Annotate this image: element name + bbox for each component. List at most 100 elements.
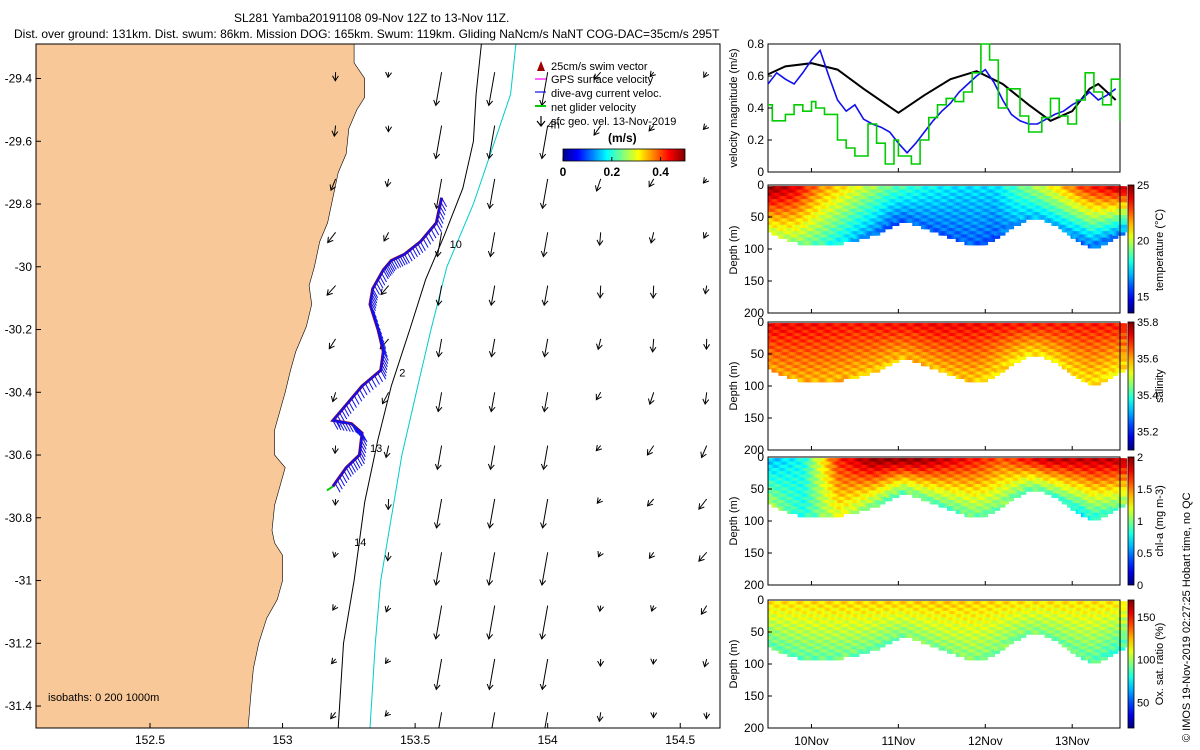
swim-vector-icon [537,61,545,71]
arrow-icon [700,605,708,616]
dac-vector [401,255,408,265]
section-cell [1000,227,1009,233]
colorbar-tick-label: 20 [1137,236,1149,248]
arrow-icon [648,125,655,132]
arrow-icon [384,178,392,188]
section-cell [835,240,844,246]
dac-vector [414,245,421,256]
section-cell [1119,208,1128,214]
temperature-cbar-label: temperature (°C) [1154,209,1166,291]
dac-vector [374,375,380,385]
arrow-icon [433,552,443,586]
arrow-icon [702,285,710,295]
legend-net: net glider velocity [535,102,636,114]
dac-vector [435,222,442,233]
section-cell [851,237,860,242]
arrow-icon [433,605,443,640]
legend-net-label: net glider velocity [551,102,636,114]
dac-vector [382,269,389,280]
arrow-icon [544,712,549,728]
section-cell [1119,205,1128,210]
isobath-1000 [369,44,517,728]
dac-vector [341,473,348,484]
dac-vector [370,296,377,306]
section-cell [1018,218,1027,223]
dac-vector [347,422,354,433]
arrow-icon [434,445,443,471]
arrow-icon [649,70,656,78]
dac-vector [358,454,365,465]
section-cell [872,368,881,373]
dac-vector [364,383,371,393]
dac-vector [348,401,355,411]
y-tick-label: -30.4 [5,385,33,399]
y-tick-label: 0.6 [747,69,764,83]
arrow-icon [487,232,496,258]
arrow-icon [435,392,443,413]
arrow-icon [435,285,443,307]
day-label: 2 [399,368,405,380]
velocity-line-green [768,43,1121,165]
dac-vector [393,259,399,269]
dac-vector [336,479,343,490]
arrow-icon [488,338,496,358]
arrow-icon [649,338,657,353]
x-tick-label: 154.5 [665,733,695,747]
colorbar-ticks: 0 0.2 0.4 [560,157,669,179]
dac-vector [433,225,440,236]
y-tick-label: 0.8 [747,37,764,51]
dac-vector [359,447,366,457]
y-tick-label: -30.6 [5,448,33,462]
section-cell [1013,221,1022,226]
arrow-icon [539,658,549,691]
dac-vector [356,456,363,467]
arrow-icon [434,232,443,258]
dac-vector [347,465,354,475]
arrow-icon [433,498,443,529]
dac-vector [334,417,341,428]
arrow-icon [331,445,339,455]
arrow-icon [487,498,496,529]
section-cell [1119,218,1128,223]
dac-vector [425,235,432,245]
arrow-icon [488,285,496,307]
dac-vector [380,370,387,380]
dac-vector [397,257,404,267]
dac-vector [354,458,361,469]
dac-vector [437,214,444,224]
y-tick-label: 0.4 [747,101,764,115]
section-cell [835,377,844,383]
x-tick-label: 152.5 [135,733,165,747]
dac-vector [345,467,352,477]
dac-vector [339,412,346,422]
dac-vector [370,298,377,309]
arrow-icon [595,392,602,401]
arrow-icon [596,338,603,351]
section-cell [877,227,886,233]
arrow-icon [435,338,443,358]
dac-vector [389,261,396,272]
arrow-icon [433,658,443,691]
y-tick-label: -31.4 [5,699,33,713]
arrow-icon [539,178,549,210]
colorbar-tick-label: 25 [1137,180,1149,192]
y-tick-label: 200 [744,306,764,320]
y-tick-label: 0.2 [747,133,764,147]
dac-vector [409,249,416,260]
arrow-icon [330,392,338,403]
arrow-icon [648,232,656,244]
dac-vector [422,238,429,248]
section-cell [980,240,989,246]
title-line-2: Dist. over ground: 131km. Dist. swum: 86… [14,27,720,41]
section-cell [1119,221,1128,226]
dac-vector [381,357,388,368]
dac-vector [370,301,376,312]
dac-vector [367,380,374,391]
dac-vector [382,351,389,361]
dac-vector [353,395,360,405]
